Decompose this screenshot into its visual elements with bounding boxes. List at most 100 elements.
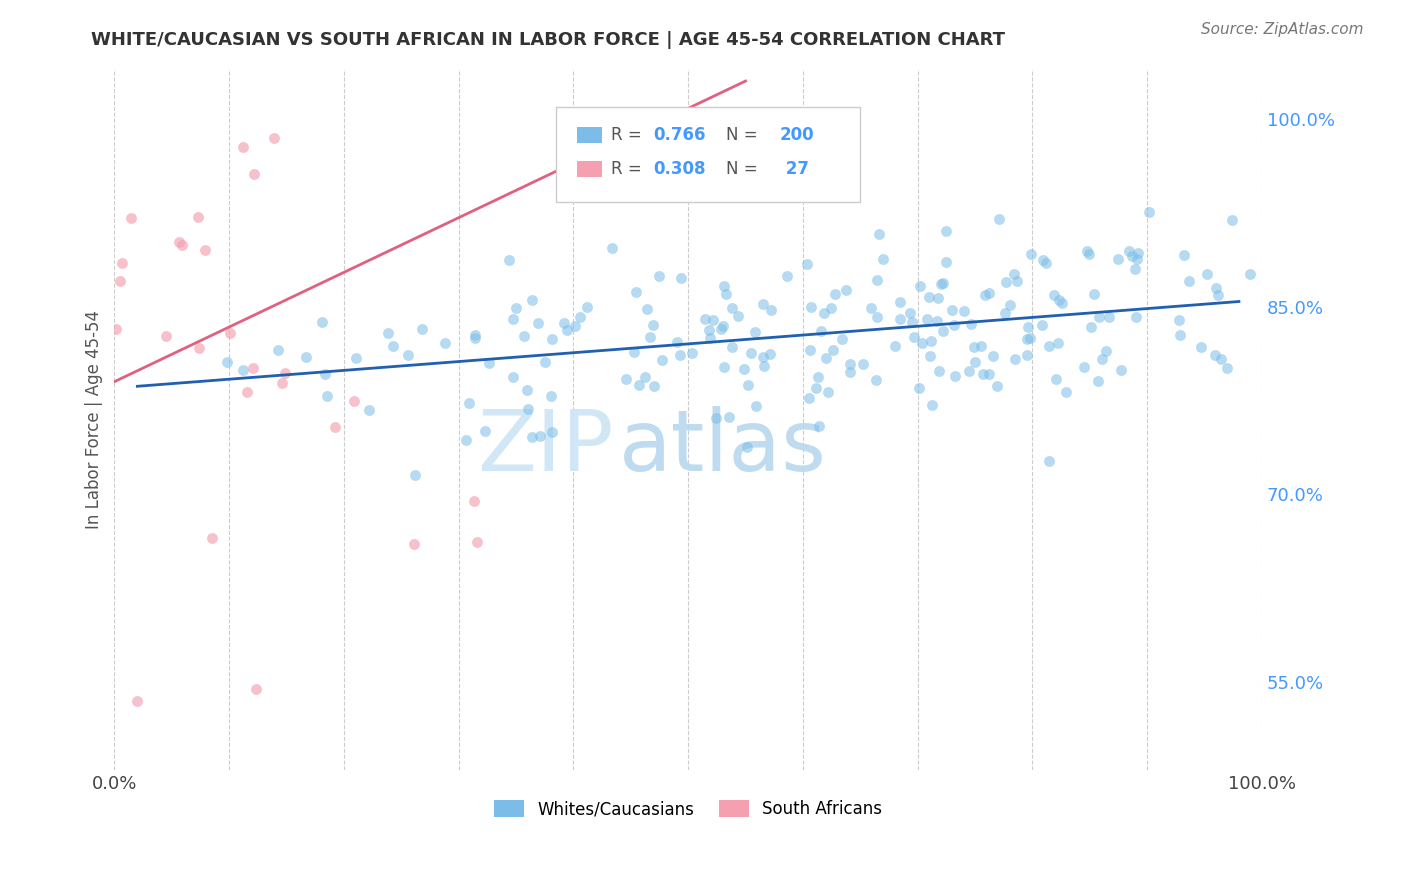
Y-axis label: In Labor Force | Age 45-54: In Labor Force | Age 45-54: [86, 310, 103, 529]
Point: [815, 351, 838, 365]
Point: [925, 314, 948, 328]
Point: [104, 322, 127, 336]
Point: [155, 328, 177, 343]
Point: [932, 324, 955, 338]
Point: [810, 324, 832, 338]
Point: [889, 312, 911, 326]
Point: [737, 378, 759, 392]
Point: [865, 373, 887, 387]
Point: [478, 355, 501, 369]
Point: [1107, 252, 1129, 266]
Point: [232, 139, 254, 153]
Point: [271, 376, 294, 390]
Text: atlas: atlas: [619, 406, 827, 489]
Point: [1205, 280, 1227, 294]
Point: [839, 357, 862, 371]
Point: [576, 300, 599, 314]
Point: [513, 329, 536, 343]
Point: [402, 537, 425, 551]
Point: [344, 351, 367, 366]
Point: [915, 311, 938, 326]
Text: ZIP: ZIP: [477, 406, 613, 489]
Point: [941, 303, 963, 318]
Point: [1017, 320, 1039, 334]
Point: [1019, 247, 1042, 261]
Point: [522, 430, 544, 444]
Point: [1032, 252, 1054, 267]
Point: [1168, 327, 1191, 342]
Point: [868, 227, 890, 241]
Point: [1206, 287, 1229, 301]
Point: [464, 328, 486, 343]
Point: [648, 268, 671, 283]
Point: [898, 306, 921, 320]
Point: [520, 293, 543, 308]
Point: [987, 212, 1010, 227]
Point: [381, 339, 404, 353]
Point: [517, 402, 540, 417]
Point: [797, 391, 820, 405]
Point: [636, 302, 658, 317]
Point: [108, 274, 131, 288]
Point: [201, 531, 224, 545]
Point: [1038, 338, 1060, 352]
Point: [1015, 332, 1038, 346]
Point: [817, 384, 839, 399]
Point: [188, 341, 211, 355]
Point: [665, 334, 688, 349]
Point: [669, 348, 692, 362]
Point: [1128, 246, 1150, 260]
Text: 200: 200: [780, 126, 814, 145]
Point: [454, 433, 477, 447]
Point: [957, 364, 980, 378]
Point: [721, 340, 744, 354]
Point: [323, 420, 346, 434]
Point: [1167, 313, 1189, 327]
Point: [295, 351, 318, 365]
Point: [564, 318, 586, 333]
Point: [713, 359, 735, 374]
Point: [740, 346, 762, 360]
Point: [1239, 267, 1261, 281]
Point: [1173, 248, 1195, 262]
Point: [541, 332, 564, 346]
Point: [901, 315, 924, 329]
Point: [776, 268, 799, 283]
Point: [807, 370, 830, 384]
Point: [986, 378, 1008, 392]
Point: [920, 334, 942, 348]
Point: [807, 419, 830, 434]
Point: [744, 326, 766, 340]
Point: [1080, 320, 1102, 334]
Point: [831, 332, 853, 346]
Point: [860, 301, 883, 315]
Point: [697, 323, 720, 337]
Point: [1083, 286, 1105, 301]
Point: [243, 167, 266, 181]
Point: [942, 318, 965, 333]
Point: [852, 357, 875, 371]
Point: [866, 272, 889, 286]
Point: [1216, 361, 1239, 376]
Point: [1088, 310, 1111, 324]
Text: N =: N =: [725, 126, 758, 145]
Point: [1078, 246, 1101, 260]
Point: [872, 252, 894, 267]
Point: [704, 411, 727, 425]
Point: [974, 287, 997, 301]
Point: [699, 330, 721, 344]
Point: [187, 210, 209, 224]
Point: [411, 322, 433, 336]
Point: [274, 366, 297, 380]
Point: [1091, 351, 1114, 366]
Point: [555, 323, 578, 337]
Point: [1004, 351, 1026, 366]
Point: [643, 378, 665, 392]
Point: [1019, 331, 1042, 345]
Point: [534, 354, 557, 368]
Point: [744, 399, 766, 413]
Point: [963, 340, 986, 354]
Point: [752, 296, 775, 310]
Text: 0.766: 0.766: [654, 126, 706, 145]
Point: [1095, 343, 1118, 358]
